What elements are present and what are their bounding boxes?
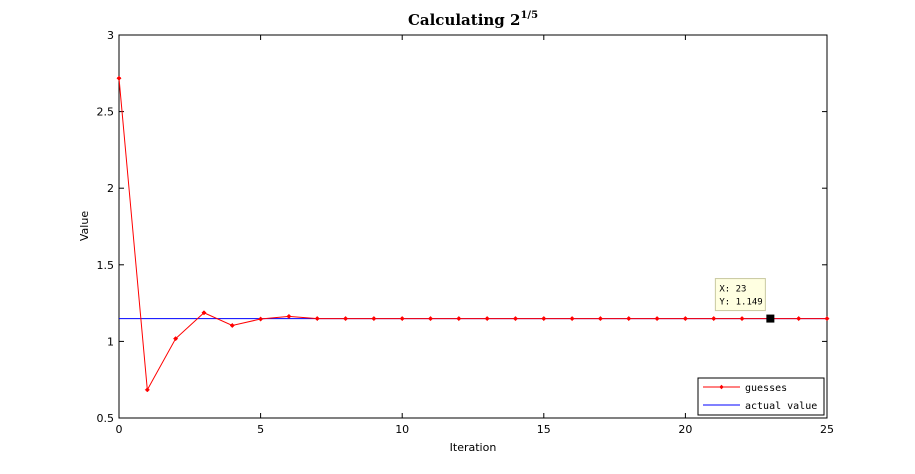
plot-area [118,34,828,419]
x-tick-label: 20 [678,423,692,436]
guesses-point [654,316,660,322]
guesses-point [399,316,405,322]
guesses-point [144,387,150,393]
y-tick-label: 0.5 [97,412,115,425]
guesses-point [314,316,320,322]
datatip-y-label: Y: 1.149 [719,298,762,308]
guesses-point [343,316,349,322]
guesses-point [371,316,377,322]
x-tick-label: 10 [395,423,409,436]
guesses-point [541,316,547,322]
legend-guesses-marker [719,384,724,390]
guesses-point [739,316,745,322]
x-tick-label: 0 [116,423,123,436]
legend-actual-value-label: actual value [745,401,817,412]
guesses-point [427,316,434,322]
guesses-point [597,316,603,322]
guesses-point [711,316,717,322]
guesses-point [512,316,519,322]
x-tick-label: 25 [820,423,834,436]
y-tick-label: 3 [107,29,114,42]
guesses-point [569,316,575,322]
guesses-point [456,316,462,322]
series-layer [116,75,830,393]
chart-title: Calculating 21/5 [408,10,538,29]
y-tick-label: 2 [107,182,114,195]
y-tick-label: 2.5 [97,106,115,119]
x-tick-label: 15 [537,423,551,436]
guesses-point [258,316,264,322]
guesses-point [682,316,688,322]
datatip[interactable]: X: 23 Y: 1.149 [714,278,775,323]
datatip-box [714,278,766,312]
guesses-point [484,316,490,322]
guesses-point [286,313,292,319]
legend-guesses-label: guesses [745,383,787,394]
axis-ticks: 0 5 10 15 20 25 0.5 1 1.5 2 2.5 3 [97,29,835,436]
y-tick-label: 1.5 [97,259,115,272]
series-guesses-line [118,78,827,392]
legend: guesses actual value [697,377,825,416]
y-axis-label: Value [78,211,91,241]
guesses-point [824,316,830,322]
guesses-point [229,322,235,329]
x-tick-label: 5 [257,423,264,436]
guesses-point [173,336,179,342]
guesses-point [626,316,632,322]
legend-box [697,377,825,416]
guesses-point [796,316,802,322]
guesses-point [116,75,122,81]
x-axis-label: Iteration [450,441,497,454]
y-tick-label: 1 [107,335,114,348]
datatip-marker[interactable] [766,314,775,323]
guesses-point [201,310,207,316]
datatip-x-label: X: 23 [719,285,746,295]
